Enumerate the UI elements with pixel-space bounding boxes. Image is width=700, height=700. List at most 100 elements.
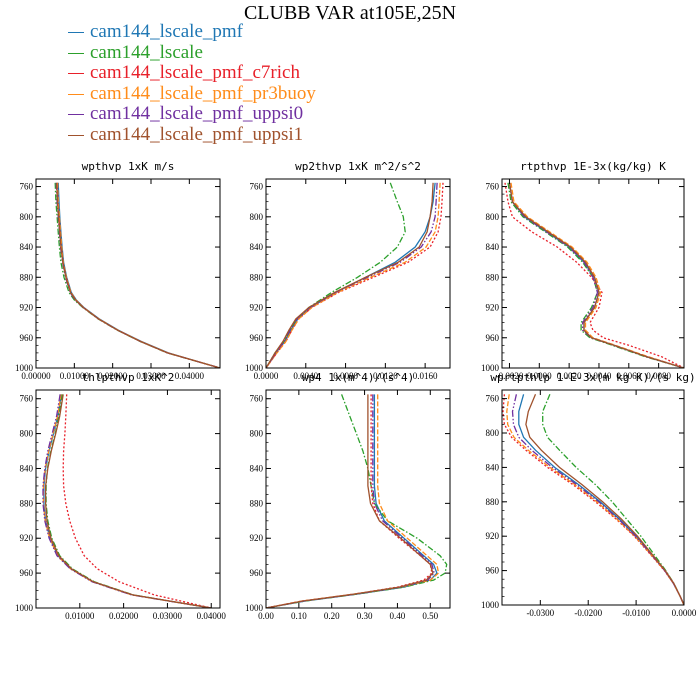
x-tick-label: 0.02000 (98, 371, 128, 381)
series-line (266, 182, 436, 368)
x-tick-label: 0.02000 (109, 611, 139, 621)
y-tick-label: 920 (250, 303, 264, 313)
y-tick-label: 1000 (15, 603, 34, 613)
y-tick-label: 920 (20, 303, 34, 313)
x-tick-label: 0.01000 (65, 611, 95, 621)
x-tick-label: 0.01000 (60, 371, 90, 381)
y-tick-label: 840 (486, 242, 500, 252)
series-line (525, 394, 684, 605)
plot-frame (501, 178, 685, 369)
series-line (518, 394, 684, 605)
plot-frame (35, 389, 221, 609)
legend-label: cam144_lscale_pmf (90, 21, 244, 42)
y-tick-label: 960 (20, 568, 34, 578)
x-tick-label: 0.03000 (136, 371, 166, 381)
legend-label: cam144_lscale (90, 41, 203, 63)
subplot: wprtpthlp 1-E-3x(m kg K)/(s kg) 760 800 840… (481, 371, 697, 618)
series-line (266, 182, 441, 368)
series-line (504, 182, 684, 368)
y-tick-label: 760 (250, 394, 264, 404)
subplot-title: wpthvp 1xK m/s (82, 160, 175, 173)
y-tick-label: 920 (20, 533, 34, 543)
subplot-title: rtpthvp 1E-3x(kg/kg) K (520, 160, 666, 173)
legend: cam144_lscale_pmf cam144_lscale cam144_l… (68, 21, 316, 145)
subplot-title: thlpthvp 1xK^2 (82, 371, 175, 384)
x-tick-label: 0.50 (422, 611, 438, 621)
y-tick-label: 920 (486, 303, 500, 313)
x-tick-label: 0.00000 (21, 371, 51, 381)
y-tick-label: 920 (486, 531, 500, 541)
series-line (266, 394, 433, 608)
y-tick-label: 960 (20, 333, 34, 343)
series-line (266, 394, 435, 608)
series-line (266, 182, 406, 368)
series-line (44, 394, 212, 608)
series-line (510, 182, 684, 368)
legend-swatch (68, 73, 84, 75)
y-tick-label: 800 (486, 428, 500, 438)
y-tick-label: 840 (250, 463, 264, 473)
x-tick-label: 0.0040 (587, 371, 612, 381)
subplot-title: wp4 1x(m^4)/(s^4) (302, 371, 415, 384)
series-line (508, 182, 684, 368)
series-line (266, 182, 434, 368)
series-line (266, 394, 440, 608)
subplot: wpthvp 1xK m/s 760 800 840 880 920 960 10000.00… (15, 160, 221, 381)
y-tick-label: 880 (250, 498, 264, 508)
subplot: rtpthvp 1E-3x(kg/kg) K 760 800 840 880 920 960… (481, 160, 685, 381)
x-tick-label: 0.0020 (557, 371, 582, 381)
y-tick-label: 880 (20, 272, 34, 282)
x-tick-label: 0.00 (258, 611, 274, 621)
x-tick-label: 0.04000 (197, 611, 227, 621)
x-tick-label: 0.10 (291, 611, 307, 621)
y-tick-label: 880 (20, 498, 34, 508)
x-tick-label: 0.0120 (373, 371, 398, 381)
series-line (507, 182, 684, 368)
y-tick-label: 760 (250, 182, 264, 192)
y-tick-label: 800 (250, 429, 264, 439)
y-tick-label: 920 (250, 533, 264, 543)
y-tick-label: 760 (486, 394, 500, 404)
y-tick-label: 1000 (245, 363, 264, 373)
legend-swatch (68, 134, 84, 136)
y-tick-label: 800 (250, 212, 264, 222)
legend-swatch (68, 114, 84, 116)
y-tick-label: 880 (250, 272, 264, 282)
x-tick-label: -0.0200 (574, 608, 602, 618)
y-tick-label: 960 (486, 333, 500, 343)
x-tick-label: 0.04000 (175, 371, 205, 381)
series-line (508, 182, 684, 368)
x-tick-label: -0.0300 (526, 608, 554, 618)
y-tick-label: 1000 (15, 363, 34, 373)
legend-item: cam144_lscale (68, 41, 316, 64)
subplot-title: wp2thvp 1xK m^2/s^2 (295, 160, 421, 173)
series-line (56, 182, 220, 368)
figure-title: CLUBB VAR at105E,25N (243, 2, 457, 24)
y-tick-label: 880 (486, 272, 500, 282)
y-tick-label: 760 (20, 394, 34, 404)
x-tick-label: 0.0080 (646, 371, 671, 381)
series-line (542, 394, 684, 605)
subplot: wp2thvp 1xK m^2/s^2 760 800 840 880 920 960 100… (245, 160, 451, 381)
series-line (266, 182, 444, 368)
series-line (43, 394, 212, 608)
x-tick-label: 0.30 (357, 611, 373, 621)
series-line (45, 394, 212, 608)
y-tick-label: 760 (20, 182, 34, 192)
x-tick-label: 0.0040 (293, 371, 318, 381)
legend-label: cam144_lscale_pmf_c7rich (90, 62, 300, 83)
y-tick-label: 800 (20, 429, 34, 439)
legend-item: cam144_lscale_pmf_c7rich (68, 62, 316, 84)
x-tick-label: 0.0000 (254, 371, 279, 381)
legend-label: cam144_lscale_pmf_pr3buoy (90, 82, 316, 104)
series-line (42, 394, 212, 608)
subplot: thlpthvp 1xK^2 760 800 840 880 920 960 1000 0.01… (15, 371, 226, 621)
legend-item: cam144_lscale_pmf_pr3buoy (68, 82, 316, 105)
legend-swatch (68, 93, 84, 95)
plot-frame (265, 178, 451, 369)
legend-label: cam144_lscale_pmf_uppsi0 (90, 103, 304, 124)
series-line (266, 394, 434, 608)
x-tick-label: 0.40 (390, 611, 406, 621)
series-line (62, 394, 212, 608)
